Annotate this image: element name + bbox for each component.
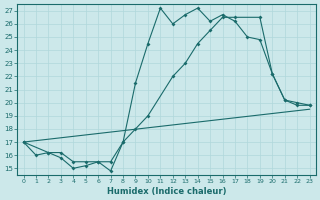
X-axis label: Humidex (Indice chaleur): Humidex (Indice chaleur) — [107, 187, 226, 196]
